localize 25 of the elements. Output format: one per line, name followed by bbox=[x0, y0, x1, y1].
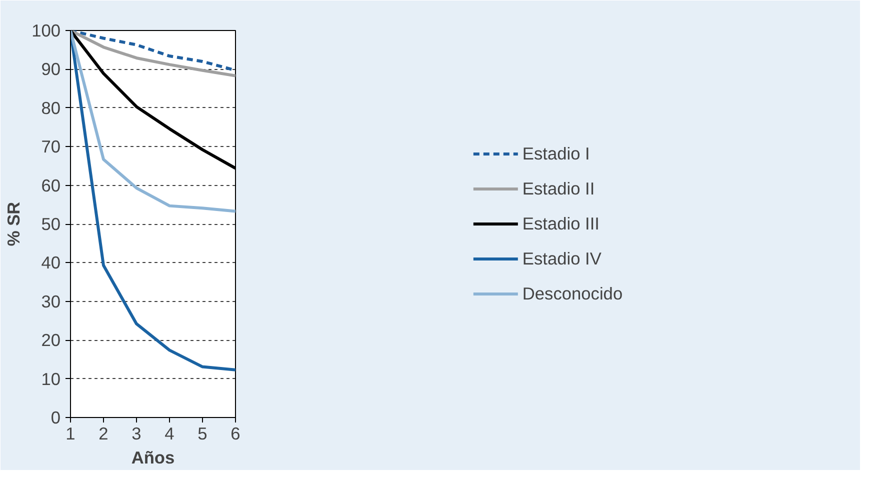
y-tick-label: 0 bbox=[50, 408, 61, 428]
y-axis-title: % SR bbox=[4, 201, 24, 246]
x-tick-label: 4 bbox=[164, 424, 175, 444]
y-tick-label: 30 bbox=[41, 291, 61, 312]
legend-label: Estadio I bbox=[522, 143, 590, 164]
y-tick-label: 90 bbox=[41, 59, 61, 80]
x-tick-label: 1 bbox=[66, 424, 76, 444]
y-tick-label: 10 bbox=[41, 368, 61, 389]
y-tick-label: 70 bbox=[41, 136, 61, 157]
y-tick-label: 20 bbox=[41, 330, 61, 350]
y-tick-label: 100 bbox=[32, 20, 61, 40]
y-tick-label: 40 bbox=[41, 252, 61, 273]
x-tick-label: 5 bbox=[198, 424, 208, 444]
legend-label: Estadio III bbox=[522, 213, 600, 234]
y-tick-label: 80 bbox=[41, 98, 61, 118]
y-tick-label: 60 bbox=[41, 175, 61, 196]
y-tick-label: 50 bbox=[41, 214, 61, 234]
x-tick-label: 2 bbox=[98, 424, 108, 444]
x-tick-label: 6 bbox=[230, 424, 240, 444]
legend-label: Desconocido bbox=[522, 283, 623, 304]
line-series bbox=[70, 30, 236, 213]
legend-label: Estadio IV bbox=[522, 248, 602, 269]
legend-label: Estadio II bbox=[522, 178, 595, 199]
x-tick-label: 3 bbox=[132, 424, 142, 444]
x-axis-title: Años bbox=[131, 448, 175, 468]
